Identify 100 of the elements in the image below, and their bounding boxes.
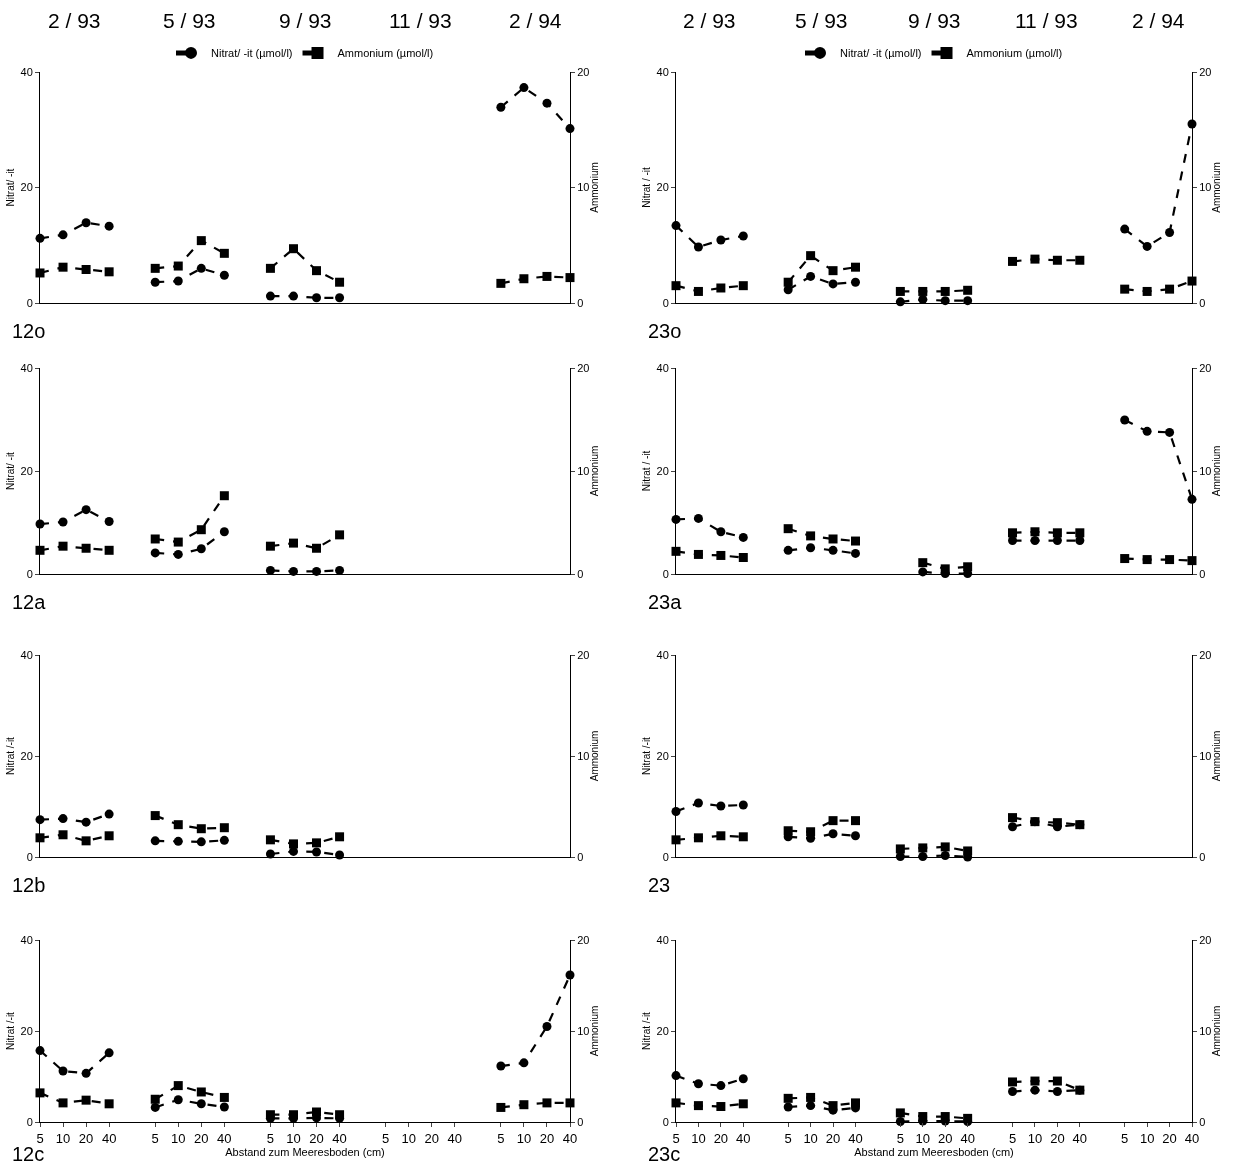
point	[738, 281, 748, 291]
y2-axis-title: Ammonium	[589, 1005, 601, 1057]
y2-tick-label: 0	[577, 1115, 584, 1128]
y-tick-label: 40	[20, 933, 33, 946]
x-tick-label: 40	[960, 1130, 975, 1146]
point	[738, 1074, 748, 1084]
point	[693, 1079, 703, 1089]
y2-axis-title: Ammonium	[1211, 162, 1223, 213]
y-axis-title: Nitrat/ -it	[4, 451, 16, 490]
point	[738, 553, 748, 563]
y2-tick-label: 20	[1199, 933, 1212, 946]
point	[519, 83, 529, 93]
point	[81, 218, 91, 228]
point	[850, 816, 860, 826]
y-axis-title: Nitrat/ -it	[4, 168, 16, 207]
point	[1052, 536, 1062, 546]
point	[738, 832, 748, 842]
point	[895, 1108, 905, 1118]
point	[335, 277, 345, 287]
point	[1052, 818, 1062, 828]
point	[806, 543, 816, 553]
point	[104, 545, 114, 555]
point	[850, 1098, 860, 1108]
point	[335, 565, 345, 575]
x-tick-label: 10	[915, 1130, 931, 1146]
y2-axis-title: Ammonium	[1211, 445, 1223, 497]
point	[196, 1099, 206, 1109]
point	[312, 838, 322, 848]
x-tick-label: 5	[672, 1130, 680, 1146]
point	[1165, 228, 1175, 238]
y-tick-label: 20	[20, 464, 33, 477]
point	[693, 549, 703, 559]
point	[265, 263, 275, 273]
point	[1165, 284, 1175, 294]
text: 5 / 93	[163, 9, 216, 32]
point	[1120, 415, 1130, 425]
point	[783, 826, 793, 836]
point	[806, 1092, 816, 1102]
y2-tick-label: 10	[1199, 1024, 1212, 1037]
point	[519, 274, 529, 284]
point	[806, 1101, 816, 1111]
point	[828, 545, 838, 555]
point	[58, 1066, 68, 1076]
point	[1030, 1076, 1040, 1086]
y-axis-title: Nitrat /-it	[640, 1011, 652, 1050]
y-tick-label: 40	[656, 933, 669, 946]
point	[150, 263, 160, 273]
point	[265, 565, 275, 575]
point	[81, 1095, 91, 1105]
point	[716, 550, 726, 560]
y-tick-label: 0	[662, 850, 669, 863]
point	[1008, 536, 1018, 546]
x-tick-label: 5	[151, 1130, 159, 1146]
point	[150, 534, 160, 544]
point	[104, 516, 114, 526]
point	[1008, 256, 1018, 266]
point	[1008, 528, 1018, 538]
x-tick-label: 20	[1050, 1130, 1065, 1146]
point	[806, 271, 816, 281]
point	[918, 843, 928, 853]
y2-tick-label: 20	[577, 65, 590, 78]
y2-tick-label: 0	[1199, 1115, 1206, 1128]
x-tick-label: 40	[848, 1130, 863, 1146]
y2-tick-label: 0	[1199, 567, 1206, 580]
x-tick-label: 10	[171, 1130, 186, 1146]
point	[1052, 1076, 1062, 1086]
x-tick-label: 20	[78, 1130, 94, 1146]
text: 2 / 93	[48, 9, 101, 32]
text: 12c	[12, 1143, 45, 1165]
point	[173, 1095, 183, 1105]
point	[173, 1081, 183, 1091]
point	[81, 543, 91, 553]
point	[738, 800, 748, 810]
point	[104, 1048, 114, 1058]
text: 23c	[648, 1143, 681, 1165]
point	[1120, 284, 1130, 294]
point	[219, 270, 229, 280]
point	[1165, 427, 1175, 437]
point	[1075, 528, 1085, 538]
point	[1120, 224, 1130, 234]
point	[542, 1098, 552, 1108]
x-tick-label: 10	[803, 1130, 818, 1146]
point	[963, 285, 973, 295]
point	[1165, 555, 1175, 565]
x-tick-label: 10	[55, 1130, 71, 1146]
point	[918, 286, 928, 296]
point	[850, 548, 860, 558]
y-tick-label: 20	[656, 749, 669, 762]
x-tick-label: 20	[194, 1130, 209, 1146]
point	[81, 836, 91, 846]
point	[783, 1093, 793, 1103]
point	[196, 837, 206, 847]
point	[58, 814, 68, 824]
y2-tick-label: 10	[1199, 464, 1212, 477]
point	[104, 831, 114, 841]
point	[150, 811, 160, 821]
y-tick-label: 0	[662, 1115, 669, 1128]
point	[81, 817, 91, 827]
x-tick-label: 40	[1072, 1130, 1088, 1146]
point	[693, 513, 703, 523]
